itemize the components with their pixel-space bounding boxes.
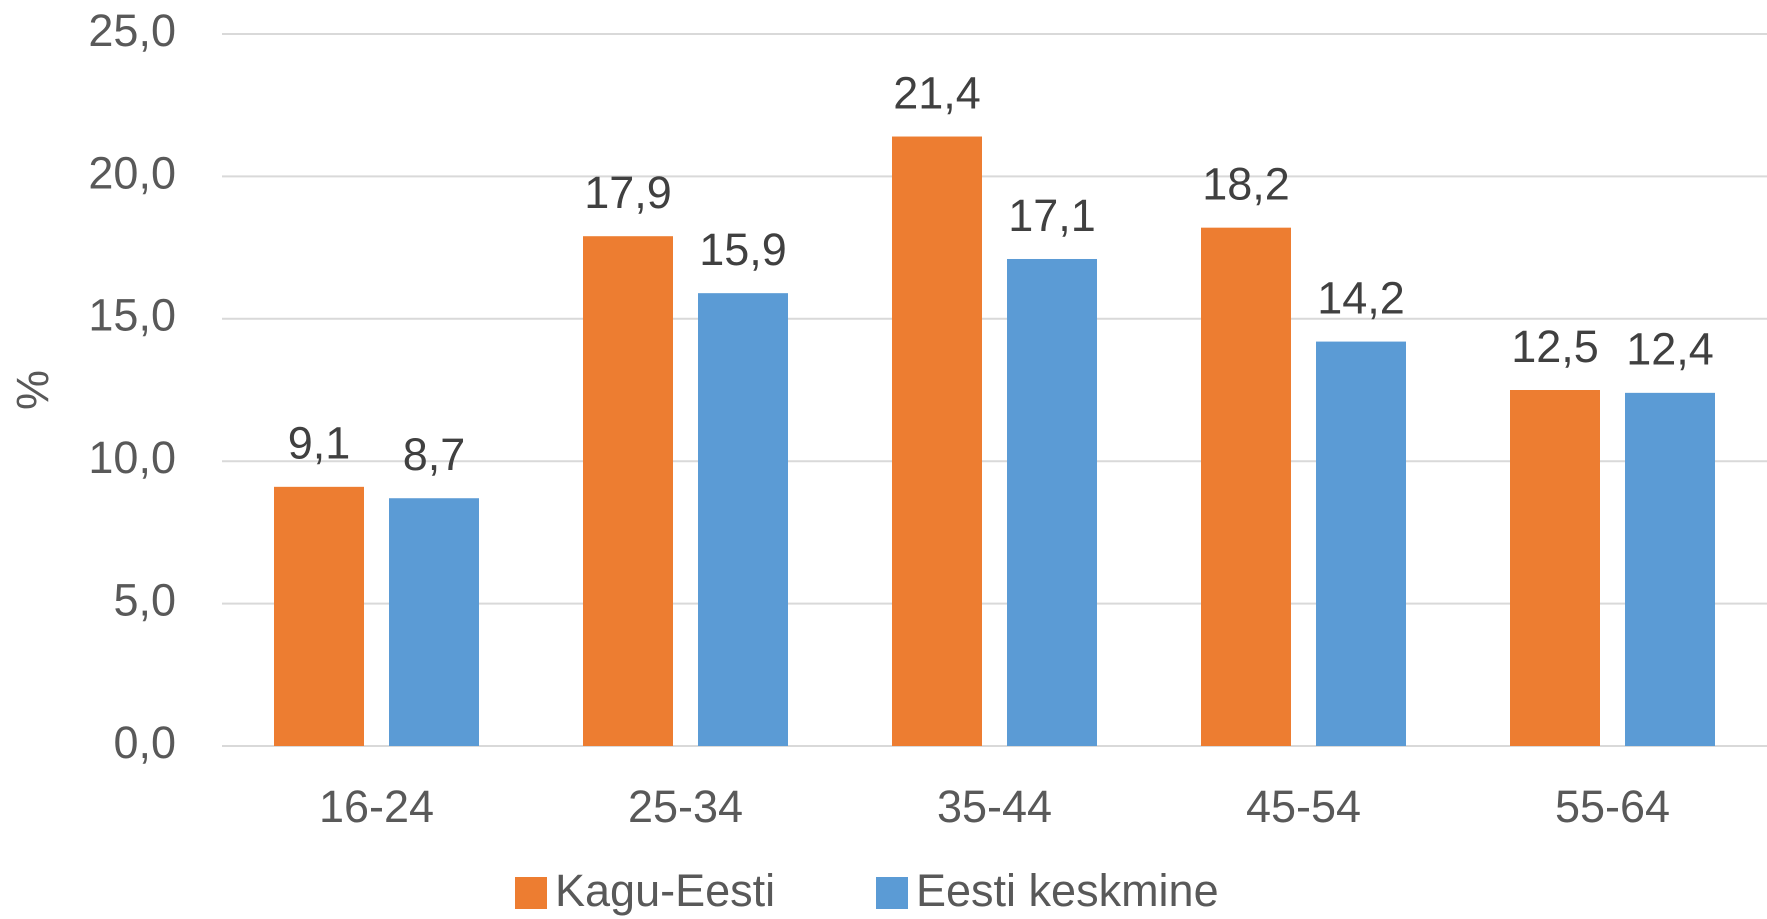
x-tick-label: 45-54 [1246,781,1361,832]
x-tick-label: 55-64 [1555,781,1670,832]
y-axis-label: % [7,370,58,410]
value-label: 17,9 [584,167,672,218]
legend-swatch [515,877,547,909]
y-tick-label: 25,0 [88,5,176,56]
value-label: 14,2 [1317,272,1405,323]
bar [1510,390,1600,746]
x-tick-label: 25-34 [628,781,743,832]
y-tick-label: 5,0 [113,574,176,625]
bar [698,293,788,746]
x-tick-label: 16-24 [319,781,434,832]
y-tick-label: 15,0 [88,290,176,341]
y-tick-label: 0,0 [113,717,176,768]
value-label: 17,1 [1008,190,1096,241]
value-label: 15,9 [699,224,787,275]
bar [1201,227,1291,746]
y-tick-label: 10,0 [88,432,176,483]
value-label: 21,4 [893,67,981,118]
bar [1316,341,1406,746]
value-label: 18,2 [1202,159,1290,210]
legend-label: Kagu-Eesti [555,865,775,916]
legend-swatch [876,877,908,909]
value-label: 12,4 [1626,324,1714,375]
bar [1625,392,1715,746]
bar [1007,258,1097,746]
bar [274,486,364,746]
y-tick-label: 20,0 [88,147,176,198]
value-label: 8,7 [403,429,466,480]
value-label: 12,5 [1511,321,1599,372]
bar [389,498,479,746]
x-tick-label: 35-44 [937,781,1052,832]
bar [583,236,673,746]
bar [892,136,982,746]
value-label: 9,1 [288,418,351,469]
legend-label: Eesti keskmine [916,865,1219,916]
